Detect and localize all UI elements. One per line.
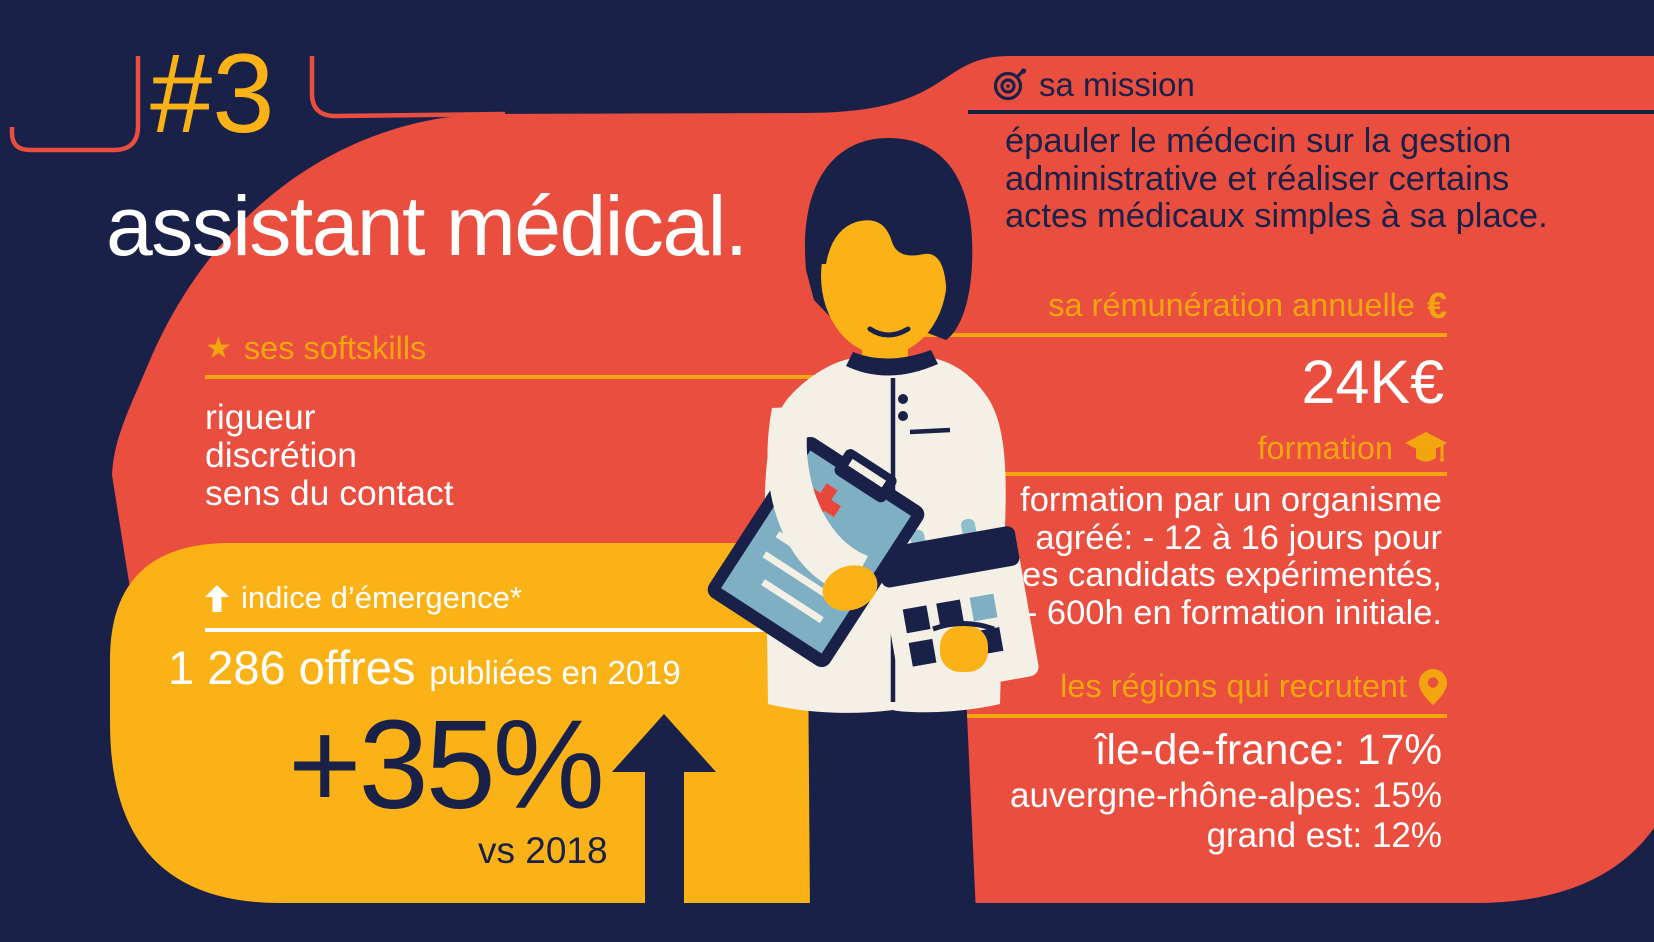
offers-count: 1 286 offres	[168, 641, 416, 694]
formation-rule	[905, 472, 1447, 476]
formation-line: formation par un organisme	[1020, 481, 1442, 519]
mission-line: administrative et réaliser certains	[1005, 159, 1510, 198]
figure-left-sleeve	[767, 406, 868, 594]
emergence-rule	[205, 628, 795, 632]
offers-note: publiées en 2019	[429, 654, 681, 691]
regions-heading: les régions qui recrutent	[1060, 668, 1447, 705]
mission-text: épauler le médecin sur la gestion admini…	[1005, 122, 1548, 236]
figure-collar	[846, 350, 938, 376]
figure-smile	[867, 326, 911, 338]
badge-bracket-right	[309, 56, 506, 119]
remuneration-rule	[905, 333, 1447, 337]
arrow-up-icon	[205, 584, 229, 612]
softskills-heading: ★ ses softskills	[205, 330, 426, 367]
figure-hair-fringe	[817, 160, 959, 316]
rank-badge: #3	[150, 31, 275, 156]
formation-text: formation par un organisme agréé: - 12 à…	[1014, 481, 1442, 632]
regions-heading-label: les régions qui recrutent	[1060, 668, 1407, 704]
region-item: grand est: 12%	[1206, 816, 1442, 855]
region-item: île-de-france: 17%	[1094, 727, 1442, 774]
salary-value: 24K€	[1301, 348, 1444, 416]
mission-heading-label: sa mission	[1039, 66, 1195, 103]
coat-button	[898, 411, 908, 421]
formation-heading: formation	[1258, 430, 1447, 467]
star-icon: ★	[205, 331, 232, 365]
softskill-item: rigueur	[205, 397, 316, 437]
formation-heading-label: formation	[1257, 430, 1393, 466]
softskills-list: rigueur discrétion sens du contact	[205, 398, 454, 512]
regions-rule	[905, 714, 1447, 718]
mission-rule	[968, 110, 1654, 114]
mission-line: épauler le médecin sur la gestion	[1005, 122, 1512, 160]
mission-line: actes médicaux simples à sa place.	[1005, 197, 1548, 235]
region-item: auvergne-rhône-alpes: 15%	[1010, 776, 1442, 815]
softskill-item: sens du contact	[205, 473, 454, 513]
emergence-heading: indice d’émergence*	[205, 580, 522, 616]
softskills-heading-label: ses softskills	[243, 330, 427, 366]
coat-button	[898, 394, 908, 404]
formation-line: les candidats expérimentés,	[1014, 556, 1442, 594]
location-pin-icon	[1419, 668, 1447, 705]
graduation-cap-icon	[1405, 431, 1447, 462]
coat-pocket-line	[909, 427, 951, 435]
growth-note: vs 2018	[478, 830, 608, 871]
mission-heading: sa mission	[993, 66, 1195, 104]
yellow-blob	[110, 543, 880, 903]
figure-right-hand	[940, 626, 988, 672]
growth-value: +35%	[288, 694, 605, 835]
euro-icon: €	[1426, 284, 1447, 326]
emergence-heading-label: indice d’émergence*	[241, 580, 522, 615]
softskill-item: discrétion	[205, 435, 357, 475]
figure-pocket-opening	[932, 621, 995, 632]
page-title: assistant médical.	[106, 179, 748, 273]
figure-legs	[808, 648, 976, 914]
offers-line: 1 286 offres publiées en 2019	[168, 640, 681, 695]
softskills-rule	[205, 375, 853, 379]
growth-arrow	[612, 714, 716, 942]
badge-bracket-left	[9, 56, 141, 153]
remuneration-heading: sa rémunération annuelle €	[1048, 287, 1447, 324]
formation-line: - 600h en formation initiale.	[1025, 593, 1442, 632]
target-icon	[993, 68, 1027, 101]
remuneration-heading-label: sa rémunération annuelle	[1048, 287, 1415, 323]
formation-line: agréé: - 12 à 16 jours pour	[1035, 518, 1442, 557]
figure-left-hand	[822, 565, 878, 611]
